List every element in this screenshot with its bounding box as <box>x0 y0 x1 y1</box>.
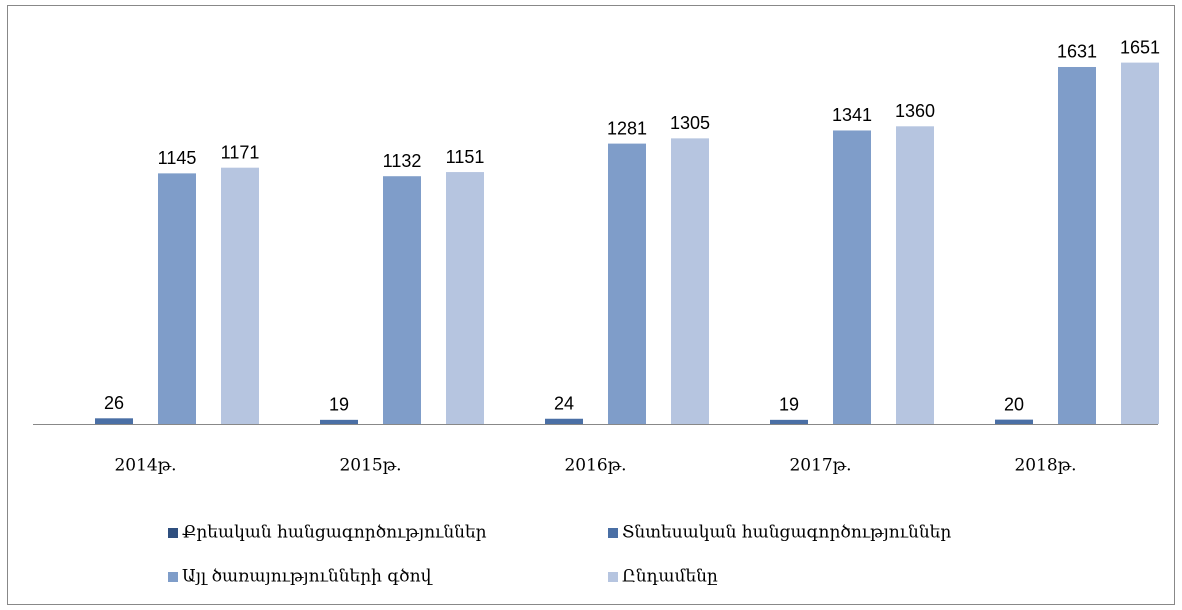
data-label: 1305 <box>670 113 710 133</box>
legend-swatch <box>608 528 618 538</box>
bar <box>158 173 196 424</box>
legend-swatch <box>168 528 178 538</box>
data-label: 1631 <box>1057 42 1097 62</box>
data-label: 1341 <box>832 105 872 125</box>
bar <box>770 419 808 424</box>
bar <box>833 130 871 424</box>
data-label: 1132 <box>383 151 422 171</box>
bar <box>383 176 421 424</box>
data-label: 1651 <box>1120 37 1160 57</box>
legend-swatch <box>608 572 618 582</box>
data-label: 19 <box>779 395 799 415</box>
bar <box>221 167 259 425</box>
data-label: 1171 <box>221 142 260 162</box>
data-label: 19 <box>329 395 349 415</box>
legend-swatch <box>168 572 178 582</box>
data-label: 1145 <box>158 148 197 168</box>
bar <box>995 419 1033 424</box>
x-tick-label: 2018թ. <box>1014 456 1076 476</box>
bar <box>896 126 934 425</box>
legend-label: Քրեական հանցագործություններ <box>182 523 487 543</box>
x-tick-label: 2016թ. <box>564 456 626 476</box>
bar <box>671 138 709 424</box>
bar <box>320 419 358 424</box>
x-tick-label: 2017թ. <box>789 456 851 476</box>
chart-border <box>7 5 1175 605</box>
data-label: 24 <box>554 393 574 413</box>
data-label: 1360 <box>895 101 935 121</box>
bar <box>608 143 646 424</box>
x-tick-label: 2014թ. <box>114 456 176 476</box>
data-label: 1151 <box>446 147 485 167</box>
bar <box>545 418 583 424</box>
legend-label: Ընդամենը <box>622 567 718 587</box>
bar <box>95 418 133 424</box>
legend-label: Այլ ծառայությունների գծով <box>182 567 433 587</box>
bar <box>446 172 484 424</box>
bar <box>1121 62 1159 425</box>
data-label: 26 <box>104 393 124 413</box>
x-tick-label: 2015թ. <box>339 456 401 476</box>
data-label: 1281 <box>607 118 647 138</box>
data-label: 20 <box>1004 394 1024 414</box>
legend-label: Տնտեսական հանցագործություններ <box>622 523 951 543</box>
bar <box>1058 66 1096 425</box>
